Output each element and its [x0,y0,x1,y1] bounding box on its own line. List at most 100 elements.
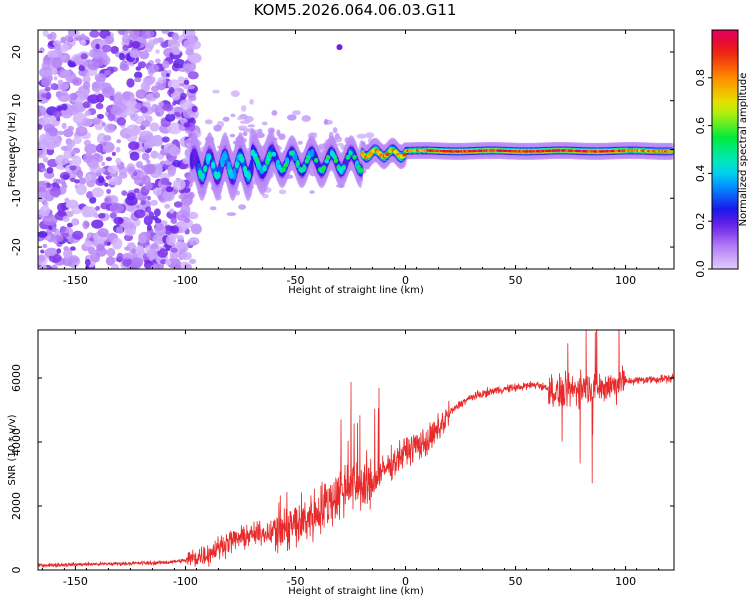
noise-blob [62,215,70,223]
noise-blob [121,190,127,196]
noise-blob [160,41,169,48]
snr-frame [37,329,675,571]
noise-blob [42,156,49,163]
noise-blob [98,167,106,173]
noise-blob [56,105,63,112]
noise-blob [165,234,176,246]
tone-band [246,172,251,180]
noise-blob [51,264,58,269]
y-tick-label: 2000 [10,492,23,520]
noise-blob [89,159,99,170]
noise-blob [276,129,281,137]
noise-blob [247,124,255,128]
x-tick-label: 50 [509,575,523,588]
noise-blob [38,139,49,150]
noise-blob [71,218,79,226]
noise-blob [278,189,287,195]
noise-blob [143,77,155,86]
tone-band [211,161,216,169]
noise-blob [38,190,47,199]
noise-blob [105,256,115,266]
noise-blob [116,139,122,144]
y-tick-label: 20 [10,45,23,59]
noise-blob [82,81,91,90]
noise-blob [104,196,112,205]
noise-blob [51,68,58,76]
noise-blob [72,155,82,167]
noise-blob [100,82,112,94]
colorbar-tick-label: 0.0 [694,260,707,278]
noise-blob [39,205,51,217]
noise-blob [236,116,243,121]
noise-blob [150,150,159,159]
tone-band [200,172,205,180]
noise-blob [40,249,45,254]
y-tick-label: 4000 [10,428,23,456]
noise-blob [167,165,177,175]
noise-blob [108,177,119,186]
noise-blob [154,218,162,224]
colorbar [711,29,739,270]
noise-blob [51,226,57,233]
noise-blob [170,217,177,224]
noise-blob [74,179,80,184]
noise-blob [47,50,58,59]
noise-blob [166,73,170,78]
noise-blob [61,122,67,129]
noise-blob [60,43,69,53]
noise-blob [301,115,311,122]
noise-blob [173,58,186,69]
noise-blob [42,30,49,37]
noise-blob [65,210,74,218]
noise-blob [140,200,146,206]
noise-blob [155,49,160,54]
noise-blob [73,135,82,145]
noise-blob [365,132,375,139]
noise-blob [164,203,171,209]
x-tick-label: 100 [615,274,636,287]
x-tick-label: 0 [402,274,409,287]
noise-blob [238,125,248,130]
noise-blob [96,243,105,251]
noise-blob [278,133,286,140]
noise-blob [68,61,76,68]
noise-blob [80,33,86,39]
noise-blob [146,249,158,260]
noise-blob [64,34,74,43]
noise-blob [76,170,84,179]
x-axis-label-bottom: Height of straight line (km) [288,586,424,597]
noise-blob [162,79,167,84]
noise-blob [56,248,62,254]
noise-blob [168,86,175,94]
noise-blob [125,124,142,136]
noise-blob [157,248,168,258]
noise-blob [96,113,104,120]
noise-blob [146,206,152,213]
noise-blob [96,144,104,153]
noise-blob [150,243,158,250]
noise-blob [41,93,47,99]
noise-blob [144,181,153,190]
noise-blob [169,253,178,260]
noise-blob [107,165,119,174]
noise-blob [38,230,48,238]
noise-blob [56,116,61,122]
noise-blob [69,92,78,101]
noise-blob [324,118,329,125]
noise-blob [151,135,160,145]
noise-blob [180,203,191,216]
noise-blob [106,247,116,257]
noise-blob [104,69,111,76]
noise-blob [230,113,236,118]
noise-blob [183,218,191,223]
tone-band [352,154,357,160]
noise-blob [165,113,176,122]
noise-blob [122,253,131,260]
noise-blob [91,219,104,229]
noise-blob [45,235,51,240]
noise-blob [160,177,169,185]
noise-blob [167,122,182,135]
y-axis-label-bottom: SNR (10 * v/v) [7,414,18,485]
noise-blob [173,111,181,117]
noise-blob [149,122,160,132]
